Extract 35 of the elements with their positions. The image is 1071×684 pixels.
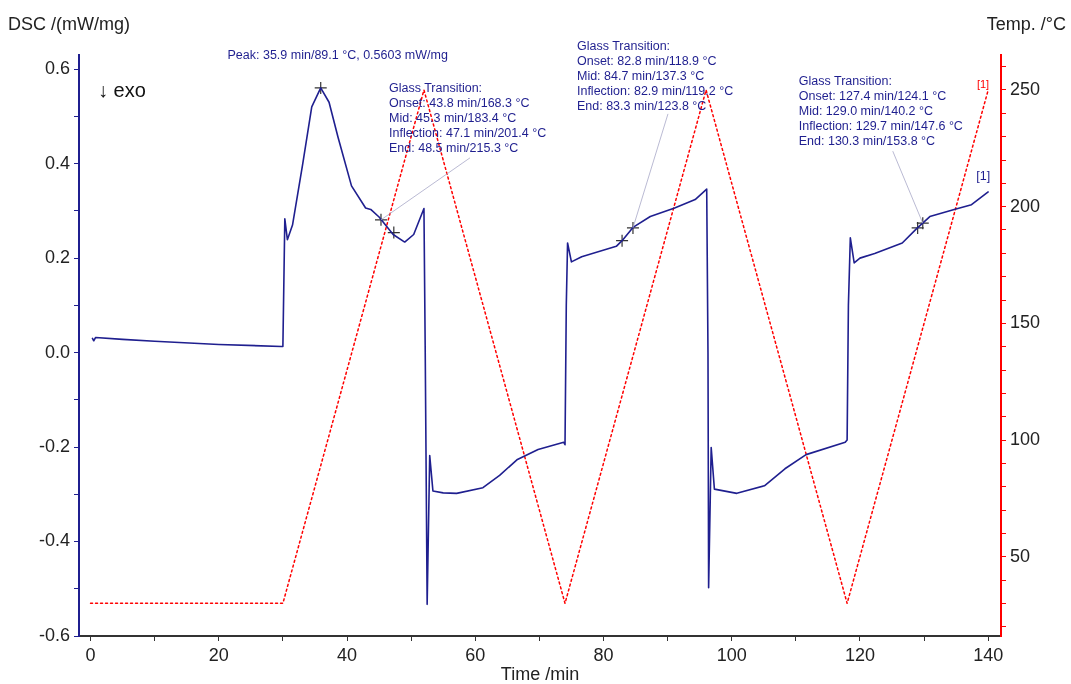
y-tick-label: -0.6 [38, 624, 70, 645]
annotation: ↓ exo [98, 79, 146, 101]
y-tick-label: 0.6 [44, 58, 70, 79]
annotation: [1] [976, 168, 991, 183]
y-tick-label: 0.0 [44, 341, 70, 362]
y-tick-label: 0.4 [44, 152, 70, 173]
x-tick-label: 120 [844, 644, 875, 665]
y2-tick-label: 150 [1010, 312, 1041, 333]
y2-tick-label: 200 [1010, 195, 1041, 216]
y-tick-label: -0.2 [38, 436, 70, 457]
point [387, 226, 401, 240]
y2-tick-label: 50 [1010, 545, 1031, 566]
y-tick-label: 0.2 [44, 247, 70, 268]
point [626, 221, 640, 235]
x-tick-label: 100 [716, 644, 747, 665]
y2-axis-title: Temp. /°C [986, 14, 1066, 34]
annotation: Glass Transition: Onset: 127.4 min/124.1 °C Mid: 129.0 min/140.2 °C Inflection: 129.7 min/147.6 °C End: 130.3 min/153.8 °C [798, 74, 963, 149]
y-tick-label: -0.4 [38, 530, 70, 551]
x-tick-label: 140 [973, 644, 1004, 665]
x-tick-label: 40 [336, 644, 358, 665]
y-axis-title: DSC /(mW/mg) [8, 14, 130, 34]
point [314, 81, 328, 95]
annotation: [1] [976, 78, 990, 90]
x-tick-label: 60 [465, 644, 486, 665]
point [615, 234, 629, 248]
x-tick-label: 80 [593, 644, 614, 665]
point [374, 213, 388, 227]
y2-tick-label: 100 [1010, 428, 1041, 449]
y2-tick-label: 250 [1010, 78, 1041, 99]
x-axis-title: Time /min [500, 664, 580, 684]
annotation: Peak: 35.9 min/89.1 °C, 0.5603 mW/mg [227, 47, 448, 62]
annotation: Glass Transition: Onset: 82.8 min/118.9 °C Mid: 84.7 min/137.3 °C Inflection: 82.9 min/119.2 °C End: 83.3 min/123.8 °C [576, 38, 734, 113]
x-tick-label: 20 [208, 644, 229, 665]
point [911, 221, 925, 235]
x-tick-label: 0 [85, 644, 96, 665]
